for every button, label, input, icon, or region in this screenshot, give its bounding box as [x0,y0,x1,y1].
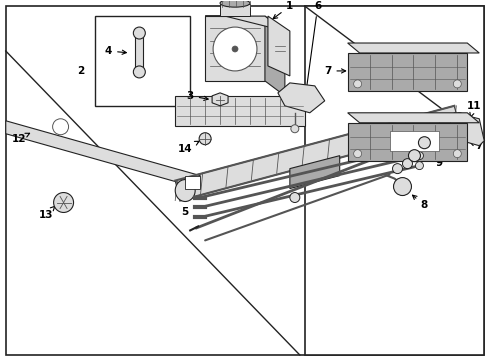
Polygon shape [185,176,200,189]
Bar [390,131,440,151]
Circle shape [402,159,413,168]
Polygon shape [440,113,467,139]
Text: 2: 2 [77,66,84,76]
Ellipse shape [175,180,195,202]
Circle shape [199,133,211,145]
Bar [305,6,484,355]
Polygon shape [278,83,325,113]
Circle shape [52,119,69,135]
Circle shape [453,80,461,88]
Circle shape [416,152,423,159]
Circle shape [416,142,423,150]
Circle shape [393,177,412,195]
Circle shape [418,137,430,149]
Circle shape [453,150,461,158]
Circle shape [392,164,402,174]
Circle shape [290,193,300,203]
Text: 6: 6 [304,1,321,97]
Polygon shape [212,93,228,106]
Circle shape [409,150,420,162]
Circle shape [232,46,238,52]
Text: 1: 1 [273,1,294,19]
Circle shape [133,66,146,78]
Circle shape [133,27,146,39]
Text: 8: 8 [413,195,428,211]
Polygon shape [268,16,290,76]
Text: 7: 7 [324,66,345,76]
Text: 7: 7 [470,141,483,151]
Text: 14: 14 [178,141,199,154]
Text: 9: 9 [419,155,443,168]
Polygon shape [135,36,144,69]
Text: 3: 3 [187,91,208,101]
Circle shape [53,193,74,212]
Polygon shape [348,113,479,123]
Polygon shape [205,16,265,81]
Text: 4: 4 [105,46,126,56]
Text: 5: 5 [182,207,189,217]
Polygon shape [205,16,285,31]
Polygon shape [348,123,467,161]
Ellipse shape [450,113,468,139]
Text: 10: 10 [429,141,455,151]
Circle shape [213,27,257,71]
Ellipse shape [220,0,250,7]
Polygon shape [265,16,285,96]
Bar [96,16,190,106]
Text: 11: 11 [467,101,482,117]
Polygon shape [175,106,459,201]
Text: 12: 12 [11,133,29,144]
Polygon shape [175,96,305,126]
Polygon shape [348,53,467,91]
Polygon shape [290,156,340,189]
Text: 13: 13 [38,206,55,220]
Circle shape [416,162,423,170]
Polygon shape [449,113,484,146]
Circle shape [291,125,299,133]
Polygon shape [348,43,479,53]
Circle shape [354,80,362,88]
Polygon shape [6,121,200,189]
Circle shape [354,150,362,158]
Bar [220,4,250,16]
